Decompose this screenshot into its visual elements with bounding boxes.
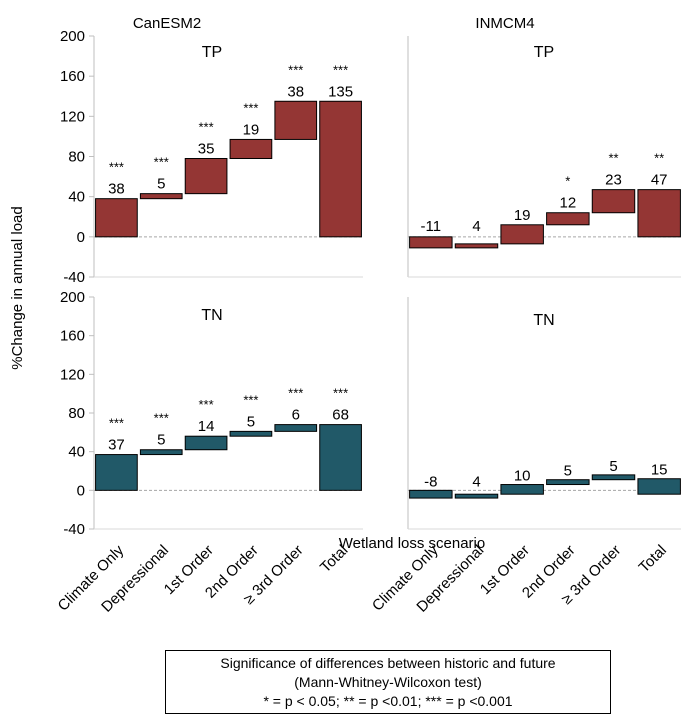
data-label: 35 [198,141,215,158]
data-label: 15 [651,462,668,479]
significance-label: *** [109,416,124,431]
data-label: 5 [157,176,165,193]
x-axis-label: Wetland loss scenario [339,535,485,552]
bar [546,479,590,486]
panels: 20016012080400-40CanESM2TP38***5***35***… [55,15,681,616]
panel-subtitle: TP [202,44,222,61]
data-label: 14 [198,418,215,435]
data-label: 5 [564,463,572,480]
bar [546,212,590,226]
significance-label: *** [243,392,258,407]
data-label: 37 [108,437,125,454]
data-label: 19 [243,121,260,138]
data-label: 5 [609,458,617,475]
significance-label: *** [154,411,169,426]
panel-title: CanESM2 [133,15,201,32]
data-label: 6 [292,407,300,424]
panel-subtitle: TN [533,312,554,329]
data-label: -11 [421,218,442,235]
bar [591,189,636,214]
data-label: 5 [247,413,255,430]
y-tick-label: 80 [68,405,85,422]
x-tick-label: Total [636,542,670,576]
data-label: -8 [424,473,437,490]
y-tick-label: 80 [68,149,85,166]
data-label: 68 [332,407,349,424]
panel-title: INMCM4 [475,15,534,32]
y-tick-label: 40 [68,189,85,206]
y-tick-label: -40 [63,269,85,286]
legend-line-2: (Mann-Whitney-Wilcoxon test) [294,674,482,690]
bar [454,493,499,499]
data-label: 5 [157,432,165,449]
data-label: 10 [514,468,531,485]
bar [319,424,362,491]
y-tick-label: 200 [60,289,85,306]
significance-label: * [565,174,570,189]
bar [637,478,681,495]
y-tick-label: 160 [60,328,85,345]
bar [184,158,228,195]
y-tick-label: 40 [68,444,85,461]
significance-label: *** [109,160,124,175]
legend-line-1: Significance of differences between hist… [220,655,556,671]
data-label: 135 [328,83,353,100]
y-axis-label: %Change in annual load [9,206,26,369]
significance-label: *** [288,62,303,77]
y-tick-label: 120 [60,108,85,125]
bar [319,100,362,238]
bar [229,138,273,160]
significance-label: *** [198,397,213,412]
bar [184,435,228,451]
data-label: 12 [559,195,576,212]
significance-label: *** [243,100,258,115]
significance-legend: Significance of differences between hist… [165,650,611,714]
data-label: 19 [514,207,531,224]
bar [454,243,499,249]
bar [139,449,183,456]
panel-subtitle: TN [201,307,222,324]
figure: %Change in annual load Wetland loss scen… [9,15,681,616]
significance-label: ** [608,151,618,166]
significance-label: ** [654,151,664,166]
y-tick-label: 120 [60,366,85,383]
y-tick-label: 160 [60,68,85,85]
bar [409,236,453,249]
legend-line-3: * = p < 0.05; ** = p <0.01; *** = p <0.0… [263,693,513,709]
significance-label: *** [198,120,213,135]
bar [274,424,318,432]
significance-label: *** [333,386,348,401]
bar [229,430,273,437]
data-label: 4 [472,218,480,235]
bar [139,193,183,200]
bar [274,100,318,140]
bar [409,489,453,499]
significance-label: *** [288,386,303,401]
bar [95,454,138,491]
bar [95,198,138,238]
bar [637,189,681,238]
bar [500,484,544,495]
data-label: 47 [651,172,668,189]
data-label: 38 [287,83,304,100]
data-label: 4 [472,473,480,490]
y-tick-label: 0 [77,229,85,246]
y-tick-label: 200 [60,28,85,45]
significance-label: *** [333,62,348,77]
data-label: 23 [605,172,622,189]
panel-subtitle: TP [534,44,554,61]
y-tick-label: 0 [77,482,85,499]
bar [591,474,636,481]
bar [500,224,544,245]
data-label: 38 [108,181,125,198]
y-tick-label: -40 [63,521,85,538]
significance-label: *** [154,155,169,170]
